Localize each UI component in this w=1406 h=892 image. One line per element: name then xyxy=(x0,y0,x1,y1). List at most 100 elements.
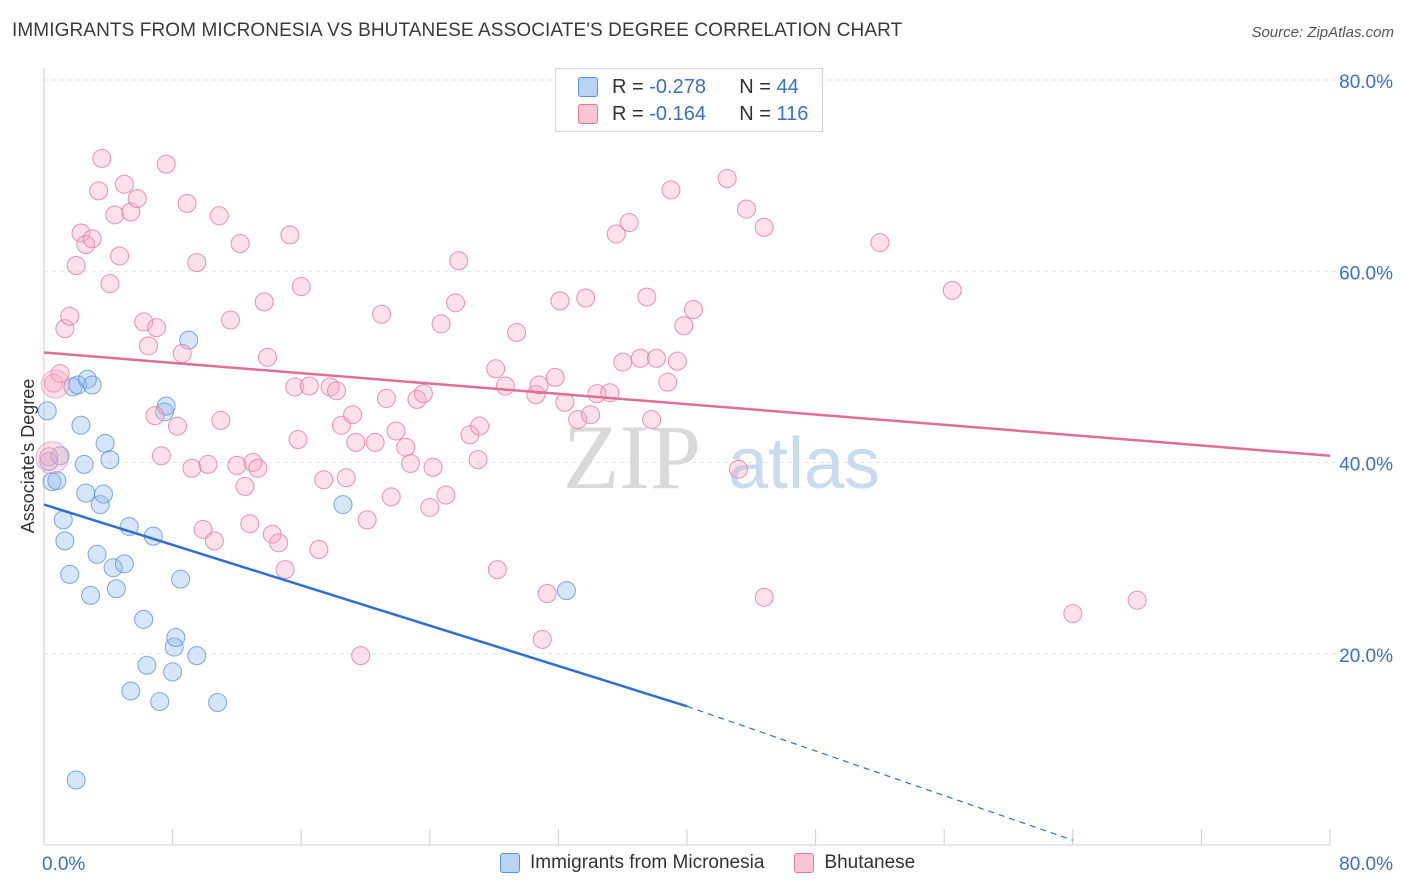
point-bhutanese xyxy=(145,406,165,426)
point-micronesia xyxy=(134,609,154,629)
point-bhutanese xyxy=(299,376,319,396)
y-axis-label: Associate's Degree xyxy=(18,379,38,534)
point-bhutanese xyxy=(642,409,662,429)
point-bhutanese xyxy=(754,587,774,607)
legend-r-value: -0.164 xyxy=(649,102,706,125)
point-micronesia xyxy=(137,655,157,675)
point-micronesia xyxy=(55,531,75,551)
point-bhutanese xyxy=(661,180,681,200)
point-micronesia xyxy=(90,495,110,515)
point-bhutanese xyxy=(487,560,507,580)
point-micronesia xyxy=(114,554,134,574)
point-bhutanese xyxy=(309,540,329,560)
x-tick-label: 80.0% xyxy=(1339,854,1393,875)
point-micronesia xyxy=(71,415,91,435)
point-bhutanese xyxy=(401,453,421,473)
point-bhutanese xyxy=(209,206,229,226)
point-bhutanese xyxy=(182,458,202,478)
point-micronesia xyxy=(76,483,96,503)
point-bhutanese xyxy=(291,277,311,297)
point-bhutanese xyxy=(40,369,70,399)
point-bhutanese xyxy=(568,409,588,429)
axes xyxy=(43,68,1331,846)
y-tick-label: 80.0% xyxy=(1339,72,1393,93)
point-bhutanese xyxy=(581,405,601,425)
point-bhutanese xyxy=(717,168,737,188)
legend-label-bhutanese: Bhutanese xyxy=(824,852,916,873)
y-tick-label: 40.0% xyxy=(1339,455,1393,476)
point-bhutanese xyxy=(537,584,557,604)
point-bhutanese xyxy=(50,364,70,384)
point-bhutanese xyxy=(254,292,274,312)
point-bhutanese xyxy=(449,251,469,271)
point-micronesia xyxy=(156,396,176,416)
point-bhutanese xyxy=(736,199,756,219)
point-bhutanese xyxy=(55,319,75,339)
point-bhutanese xyxy=(870,233,890,253)
point-bhutanese xyxy=(1127,590,1147,610)
point-bhutanese xyxy=(66,256,86,276)
point-bhutanese xyxy=(728,459,748,479)
source-note: Source: ZipAtlas.com xyxy=(1251,24,1394,41)
point-bhutanese xyxy=(288,430,308,450)
x-tick-label: 0.0% xyxy=(42,854,85,875)
point-bhutanese xyxy=(235,476,255,496)
point-micronesia xyxy=(208,693,228,713)
legend-item-bhutanese[interactable]: Bhutanese xyxy=(794,852,915,874)
point-bhutanese xyxy=(110,246,130,266)
point-micronesia xyxy=(100,450,120,470)
point-bhutanese xyxy=(637,287,657,307)
point-bhutanese xyxy=(151,446,171,466)
point-bhutanese xyxy=(372,304,392,324)
point-bhutanese xyxy=(198,454,218,474)
trend-line-micronesia-extension xyxy=(686,705,1073,841)
point-bhutanese xyxy=(100,274,120,294)
legend-n-label: N = xyxy=(739,75,771,98)
point-bhutanese xyxy=(613,352,633,372)
point-bhutanese xyxy=(227,455,247,475)
point-bhutanese xyxy=(420,497,440,517)
point-bhutanese xyxy=(89,181,109,201)
legend-r-label: R = xyxy=(612,75,644,98)
point-bhutanese xyxy=(446,293,466,313)
point-bhutanese xyxy=(576,288,596,308)
point-micronesia xyxy=(74,454,94,474)
point-bhutanese xyxy=(357,510,377,530)
point-bhutanese xyxy=(550,291,570,311)
point-bhutanese xyxy=(220,310,240,330)
point-bhutanese xyxy=(468,450,488,470)
series-legend: Immigrants from Micronesia Bhutanese xyxy=(500,852,945,874)
point-bhutanese xyxy=(396,437,416,457)
legend-swatch-pink xyxy=(578,104,598,124)
legend-label-micronesia: Immigrants from Micronesia xyxy=(530,852,765,873)
point-bhutanese xyxy=(147,318,167,338)
point-micronesia xyxy=(93,484,113,504)
legend-swatch-pink xyxy=(794,853,815,873)
point-micronesia xyxy=(47,471,67,491)
point-bhutanese xyxy=(193,519,213,539)
legend-swatch-blue xyxy=(578,77,598,97)
point-bhutanese xyxy=(248,458,268,478)
point-bhutanese xyxy=(423,457,443,477)
point-micronesia xyxy=(37,401,57,421)
point-bhutanese xyxy=(71,223,91,243)
legend-swatch-blue xyxy=(500,853,520,873)
legend-item-micronesia[interactable]: Immigrants from Micronesia xyxy=(500,852,764,874)
legend-n-value: 116 xyxy=(776,102,809,125)
point-micronesia xyxy=(163,662,183,682)
legend-r-value: -0.278 xyxy=(649,75,706,98)
point-bhutanese xyxy=(167,416,187,436)
point-bhutanese xyxy=(630,348,650,368)
watermark: ZIP atlas xyxy=(563,406,880,508)
point-micronesia xyxy=(164,637,184,657)
point-bhutanese xyxy=(114,174,134,194)
point-bhutanese xyxy=(138,336,158,356)
point-micronesia xyxy=(166,627,186,647)
point-micronesia xyxy=(187,646,207,666)
point-bhutanese xyxy=(343,405,363,425)
data-points xyxy=(35,148,1147,790)
point-bhutanese xyxy=(683,300,703,319)
trend-line-bhutanese xyxy=(43,351,1331,458)
point-bhutanese xyxy=(495,376,515,396)
point-micronesia xyxy=(95,433,115,453)
